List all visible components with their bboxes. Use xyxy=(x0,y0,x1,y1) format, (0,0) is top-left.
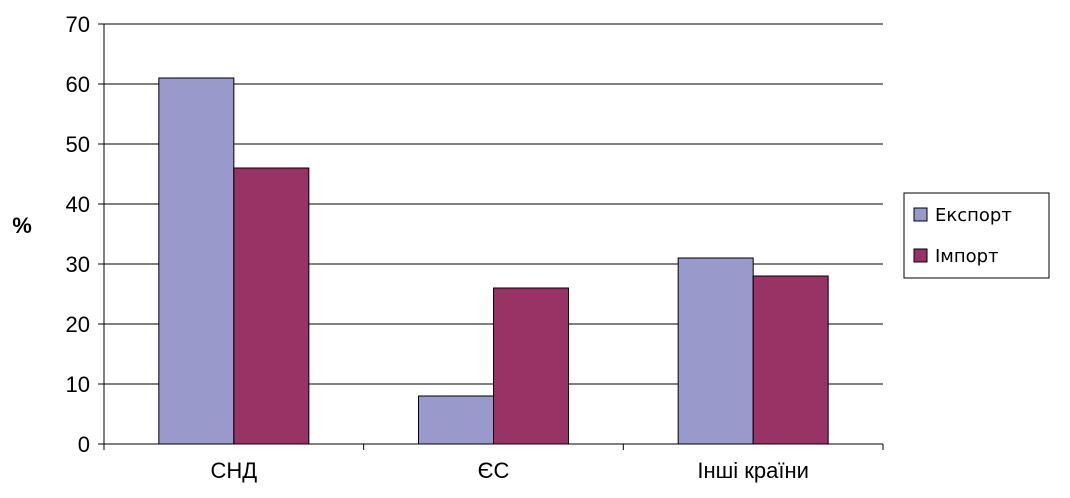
y-tick-label: 40 xyxy=(66,192,90,217)
bar-export xyxy=(677,257,754,445)
y-tick-label: 50 xyxy=(66,132,90,157)
axes xyxy=(98,23,884,450)
x-tick-label: Інші країни xyxy=(697,458,809,483)
legend: Експорт Імпорт xyxy=(903,192,1050,279)
y-tick-label: 60 xyxy=(66,72,90,97)
bar-import xyxy=(233,167,310,445)
legend-swatch-import xyxy=(913,248,928,263)
x-tick-label: СНД xyxy=(210,458,257,483)
legend-label-import: Імпорт xyxy=(935,246,999,267)
bar-export xyxy=(418,395,494,445)
y-tick-label: 70 xyxy=(66,12,90,37)
y-tick-labels: 0 10 20 30 40 50 60 70 xyxy=(66,12,90,457)
bar-import xyxy=(752,275,829,445)
bar-export xyxy=(158,77,235,445)
legend-box xyxy=(903,192,1050,279)
y-tick-label: 10 xyxy=(66,372,90,397)
y-tick-label: 0 xyxy=(78,432,90,457)
x-tick-label: ЄС xyxy=(478,458,510,483)
bars xyxy=(158,77,829,445)
y-axis-label: % xyxy=(12,213,32,238)
legend-label-export: Експорт xyxy=(935,205,1012,226)
x-tick-labels: СНД ЄС Інші країни xyxy=(210,458,808,483)
bar-import xyxy=(493,287,569,445)
legend-swatch-export xyxy=(913,207,928,222)
y-tick-label: 20 xyxy=(66,312,90,337)
y-tick-label: 30 xyxy=(66,252,90,277)
